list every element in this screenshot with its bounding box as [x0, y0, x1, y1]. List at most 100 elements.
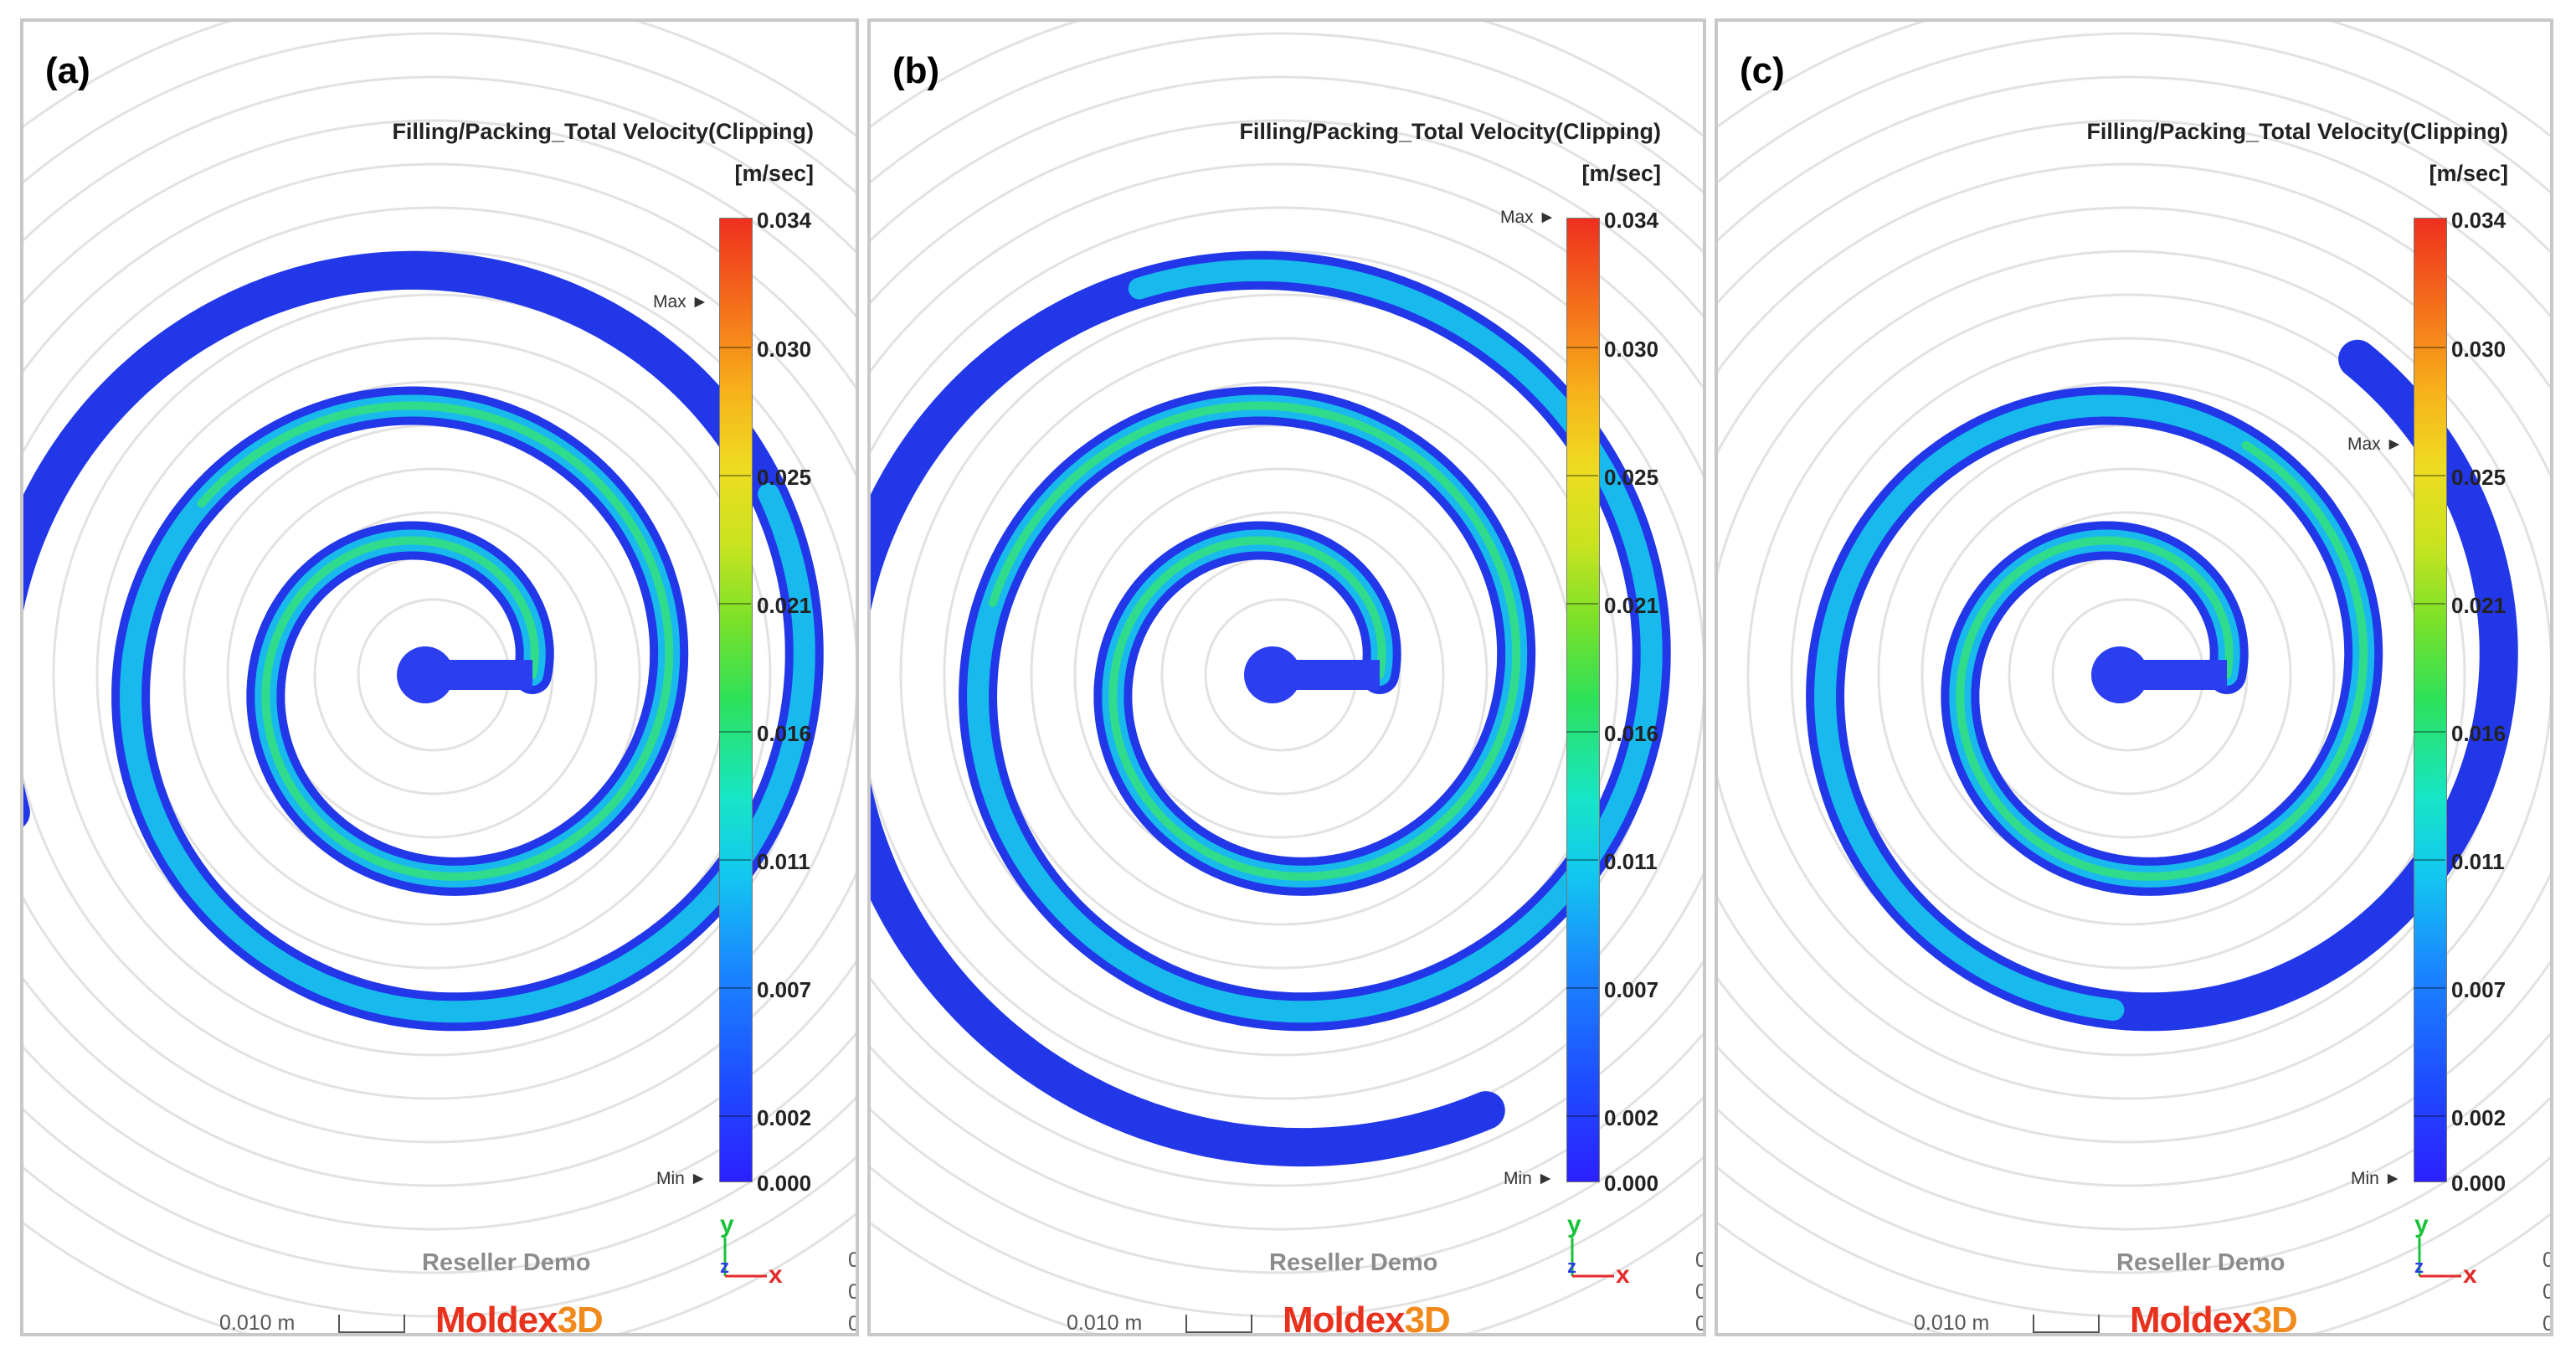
grid-circle [871, 119, 1703, 1231]
grid-circle [1718, 75, 2550, 1274]
max-marker: Max ► [2347, 435, 2403, 455]
colorbar-tick [719, 347, 751, 348]
max-marker: Max ► [653, 292, 708, 312]
colorbar-label: 0.000 [2451, 1171, 2507, 1196]
color-scale-bar [2414, 218, 2447, 1182]
plot-unit: [m/sec] [2429, 161, 2508, 186]
color-scale-bar [1566, 218, 1600, 1182]
grid-circle [1718, 119, 2550, 1231]
coord-y: 0 [1695, 1280, 1706, 1304]
coord-x: 0 [848, 1248, 859, 1272]
panel-label: (b) [892, 50, 940, 91]
colorbar-tick [719, 475, 751, 476]
spiral-flow-layer [23, 265, 809, 1017]
min-marker: Min ► [656, 1169, 707, 1189]
watermark: Reseller Demo [2116, 1249, 2285, 1276]
panel-label: (a) [45, 50, 90, 91]
background-grid-circles [1718, 22, 2550, 1333]
moldex3d-logo: Moldex3D [1283, 1300, 1451, 1336]
max-marker-label: Max [653, 292, 686, 312]
colorbar-label: 0.025 [2451, 465, 2507, 490]
grid-circle [871, 32, 1703, 1318]
grid-circle [871, 75, 1703, 1274]
colorbar-label: 0.011 [757, 849, 810, 874]
scale-bar [338, 1315, 405, 1333]
colorbar-tick [1566, 475, 1598, 476]
axis-y-label: y [720, 1212, 734, 1238]
spiral-flow [23, 250, 824, 1032]
colorbar-label: 0.016 [757, 721, 812, 746]
colorbar-label: 0.021 [757, 593, 812, 618]
colorbar-tick [1566, 731, 1598, 733]
colorbar-label: 0.000 [757, 1171, 812, 1196]
grid-circle [871, 162, 1703, 1187]
watermark: Reseller Demo [1269, 1249, 1438, 1276]
grid-circle [1718, 250, 2550, 1100]
min-marker: Min ► [1504, 1169, 1554, 1189]
plot-title: Filling/Packing_Total Velocity(Clipping) [1239, 119, 1661, 144]
plot-unit: [m/sec] [1581, 161, 1661, 186]
colorbar-tick [2414, 475, 2445, 476]
max-arrow-icon: ► [1538, 208, 1556, 227]
axis-z-label: z [720, 1256, 729, 1277]
panel-c: (c) Filling/Packing_Total Velocity(Clipp… [1715, 18, 2553, 1336]
grid-circle [23, 75, 856, 1274]
colorbar-tick [719, 603, 751, 605]
colorbar-tick [2414, 1115, 2445, 1117]
grid-circle [871, 250, 1703, 1100]
spiral-flow [1806, 339, 2518, 1032]
colorbar-label: 0.002 [1604, 1105, 1659, 1130]
coord-z: 0 [2543, 1312, 2553, 1336]
min-marker-label: Min [2351, 1169, 2379, 1188]
scale-label: 0.010 m [1067, 1311, 1143, 1335]
colorbar-tick [2414, 603, 2445, 605]
axis-z-label: z [2414, 1256, 2424, 1277]
colorbar-tick [719, 731, 751, 733]
grid-circle [23, 119, 856, 1231]
grid-circle [23, 162, 856, 1187]
colorbar-label: 0.025 [1604, 465, 1659, 490]
min-arrow-icon: ► [1536, 1169, 1555, 1188]
colorbar-label: 0.025 [757, 465, 812, 490]
coord-z: 0 [848, 1312, 859, 1336]
coord-y: 0 [848, 1280, 859, 1304]
colorbar-tick [1566, 987, 1598, 989]
scale-bar [1185, 1315, 1252, 1333]
colorbar-tick [1566, 603, 1598, 605]
colorbar-tick [2414, 987, 2445, 989]
plot-title: Filling/Packing_Total Velocity(Clipping) [392, 119, 814, 144]
watermark: Reseller Demo [422, 1249, 591, 1276]
min-marker: Min ► [2351, 1169, 2401, 1189]
colorbar-tick [1566, 347, 1598, 348]
coord-z: 0 [1695, 1312, 1706, 1336]
colorbar-label: 0.007 [757, 977, 812, 1002]
plot-title: Filling/Packing_Total Velocity(Clipping) [2086, 119, 2508, 144]
colorbar-tick [719, 859, 751, 861]
grid-circle [1718, 32, 2550, 1318]
max-arrow-icon: ► [691, 292, 709, 312]
plot-unit: [m/sec] [734, 161, 814, 186]
colorbar-tick [1566, 1115, 1598, 1117]
colorbar-label: 0.021 [1604, 593, 1659, 618]
colorbar-label: 0.011 [2451, 849, 2505, 874]
colorbar-label: 0.002 [2451, 1105, 2507, 1130]
colorbar-label: 0.034 [757, 208, 812, 233]
colorbar-label: 0.007 [2451, 977, 2507, 1002]
coord-y: 0 [2543, 1280, 2553, 1304]
panel-a: (a) Filling/Packing_Total Velocity(Clipp… [20, 18, 859, 1336]
color-scale-bar [719, 218, 753, 1182]
colorbar-label: 0.016 [2451, 721, 2507, 746]
colorbar-tick [2414, 731, 2445, 733]
colorbar-tick [2414, 859, 2445, 861]
sprue-gate [2091, 646, 2148, 703]
colorbar-label: 0.002 [757, 1105, 812, 1130]
max-marker: Max ► [1500, 208, 1555, 228]
grid-circle [1718, 206, 2550, 1144]
moldex3d-logo: Moldex3D [435, 1300, 604, 1336]
min-marker-label: Min [656, 1169, 685, 1188]
min-arrow-icon: ► [2383, 1169, 2402, 1188]
grid-circle [23, 32, 856, 1318]
colorbar-label: 0.030 [1604, 337, 1659, 362]
sprue-gate [397, 646, 454, 703]
panel-label: (c) [1740, 50, 1785, 91]
